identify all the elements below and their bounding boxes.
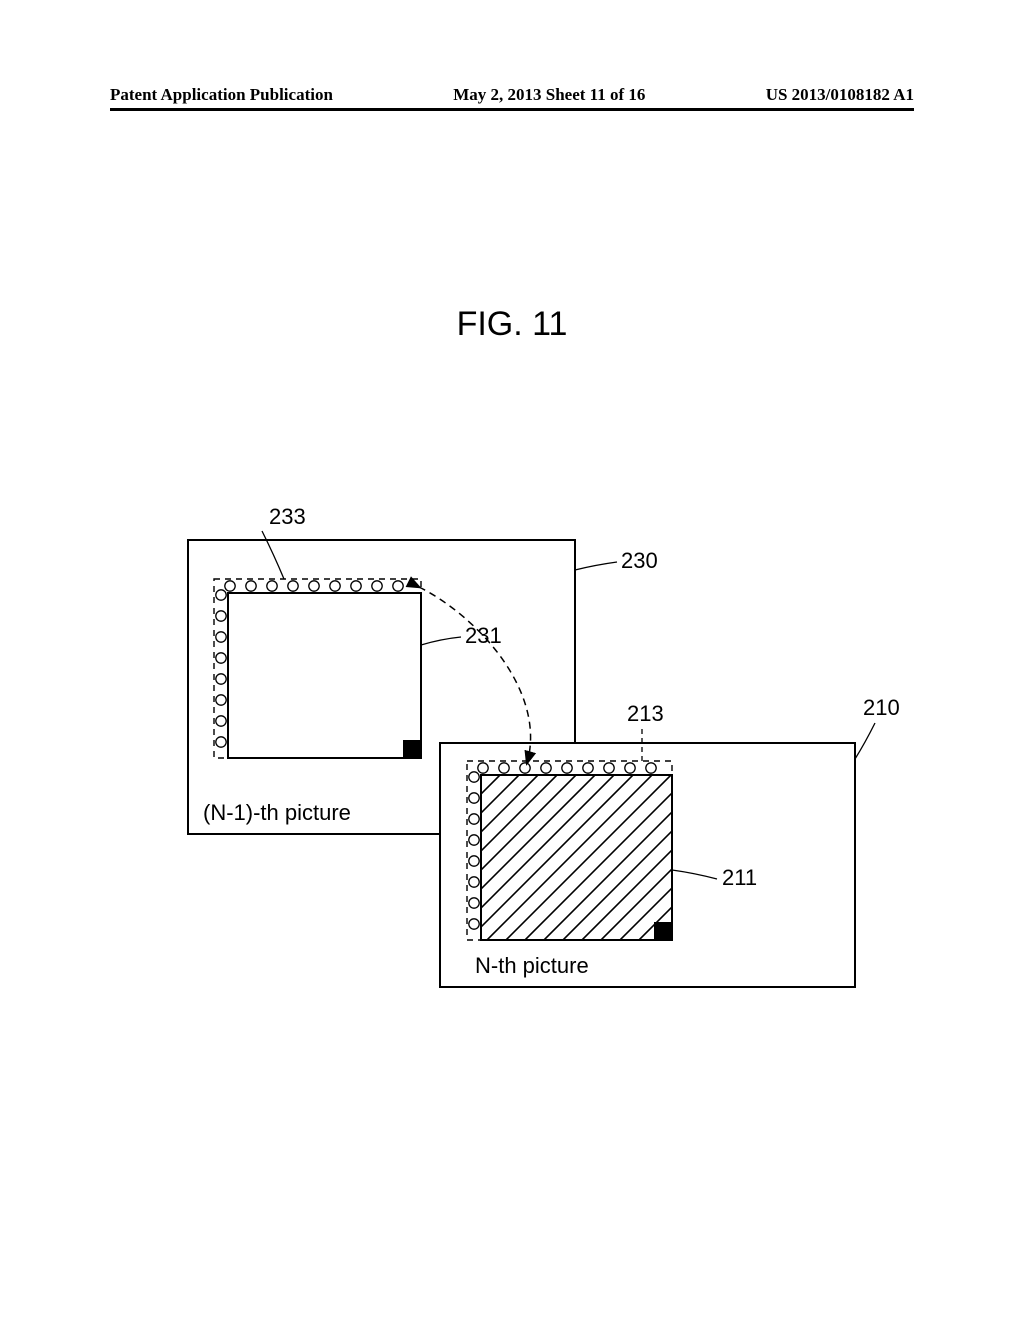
svg-text:(N-1)-th picture: (N-1)-th picture (203, 800, 351, 825)
svg-text:233: 233 (269, 504, 306, 529)
header-middle: May 2, 2013 Sheet 11 of 16 (453, 85, 645, 105)
svg-text:210: 210 (863, 695, 900, 720)
header-right: US 2013/0108182 A1 (766, 85, 914, 105)
figure-svg: (N-1)-th picture N-th picture 233 230 231 2… (185, 490, 865, 1010)
svg-text:230: 230 (621, 548, 658, 573)
header-rule (110, 108, 914, 111)
figure-title: FIG. 11 (457, 305, 568, 344)
svg-text:211: 211 (722, 865, 757, 890)
header-left: Patent Application Publication (110, 85, 333, 105)
svg-text:N-th picture: N-th picture (475, 953, 589, 978)
figure-stage: (N-1)-th picture N-th picture 233 230 231 2… (185, 490, 865, 1010)
svg-text:231: 231 (465, 623, 502, 648)
svg-text:213: 213 (627, 701, 664, 726)
